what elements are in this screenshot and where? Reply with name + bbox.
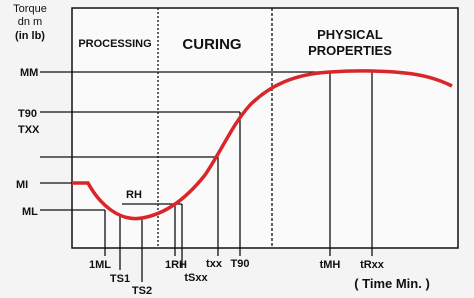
- time-label: T90: [231, 258, 250, 270]
- cure-curve: [72, 69, 453, 221]
- axis-title: (in lb): [15, 30, 45, 42]
- time-label: TS1: [110, 273, 130, 285]
- time-label: txx: [206, 258, 223, 270]
- time-label: 1ML: [89, 259, 111, 271]
- axis-title: dn m: [18, 16, 42, 28]
- left-label: MM: [20, 67, 38, 79]
- left-label: ML: [22, 206, 38, 218]
- left-label: TXX: [18, 124, 40, 136]
- zone-label: PHYSICAL: [317, 27, 383, 42]
- zone-label: PROCESSING: [78, 38, 151, 50]
- axis-title: Torque: [13, 3, 47, 15]
- x-axis-title: ( Time Min. ): [354, 276, 430, 291]
- plot-frame: [71, 7, 459, 249]
- time-label: tSxx: [184, 272, 208, 284]
- left-label: T90: [18, 108, 37, 120]
- time-label: tRxx: [360, 259, 385, 271]
- time-label: TS2: [132, 285, 152, 297]
- zone-label: PROPERTIES: [308, 43, 392, 58]
- time-label: 1RH: [165, 259, 187, 271]
- zone-label: CURING: [182, 36, 241, 53]
- left-label: MI: [16, 179, 28, 191]
- left-label: RH: [126, 189, 142, 201]
- time-label: tMH: [320, 259, 341, 271]
